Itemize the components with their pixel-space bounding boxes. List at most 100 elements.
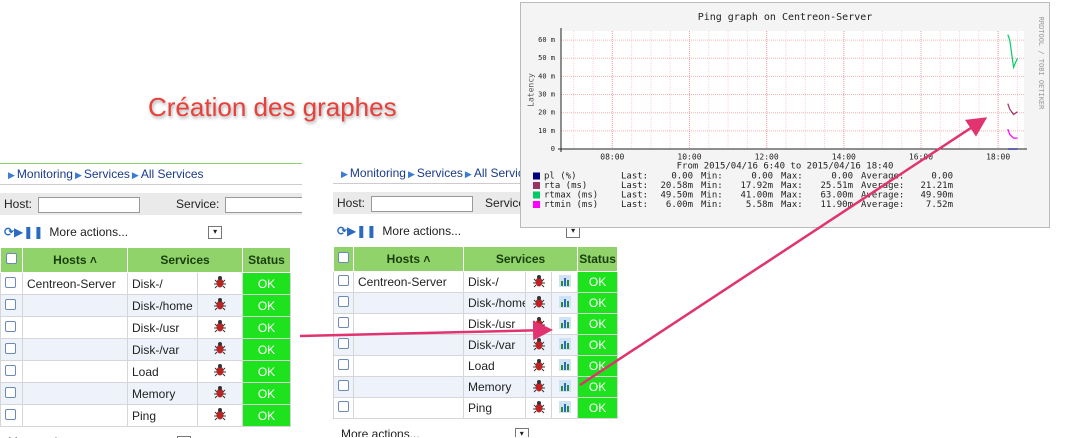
ping-graph: Ping graph on Centreon-Server Latency RRDT… bbox=[520, 2, 1050, 228]
row-checkbox[interactable] bbox=[333, 313, 354, 335]
service-row: Disk-/home OK bbox=[0, 294, 292, 317]
row-checkbox[interactable] bbox=[333, 397, 354, 419]
legend-swatch bbox=[533, 201, 540, 208]
service-row: Memory OK bbox=[0, 382, 292, 405]
row-checkbox[interactable] bbox=[0, 382, 23, 405]
host-cell bbox=[353, 292, 464, 314]
graph-icon[interactable] bbox=[550, 355, 579, 377]
select-arrow[interactable]: ▾ bbox=[208, 226, 223, 240]
service-input[interactable] bbox=[225, 196, 302, 213]
more-actions[interactable]: More actions... bbox=[49, 225, 129, 239]
row-checkbox[interactable] bbox=[0, 316, 23, 339]
service-cell[interactable]: Disk-/ bbox=[127, 272, 198, 295]
service-label: Service: bbox=[485, 196, 529, 210]
action-icons[interactable]: ⟳▶❚❚ bbox=[337, 224, 377, 238]
bug-icon bbox=[525, 334, 552, 356]
service-row: Memory OK bbox=[333, 376, 619, 398]
breadcrumb-item[interactable]: Services bbox=[416, 166, 463, 180]
host-cell bbox=[22, 316, 128, 339]
status-cell: OK bbox=[577, 355, 619, 377]
status-header[interactable]: Status bbox=[577, 246, 619, 272]
services-header[interactable]: Services bbox=[126, 247, 244, 273]
row-checkbox[interactable] bbox=[0, 404, 23, 427]
select-all[interactable] bbox=[333, 246, 354, 272]
bug-icon bbox=[196, 338, 244, 361]
host-cell bbox=[353, 397, 464, 419]
row-checkbox[interactable] bbox=[0, 272, 23, 295]
service-cell[interactable]: Disk-/var bbox=[127, 338, 198, 361]
service-cell[interactable]: Disk-/usr bbox=[127, 316, 198, 339]
legend-column: Max: bbox=[781, 191, 803, 201]
host-input[interactable] bbox=[371, 195, 474, 212]
service-cell[interactable]: Memory bbox=[127, 382, 198, 405]
legend-column: Min: bbox=[701, 200, 723, 210]
legend-column: Max: bbox=[781, 172, 803, 182]
breadcrumb-item[interactable]: Services bbox=[83, 167, 130, 181]
status-cell: OK bbox=[577, 271, 619, 293]
graph-icon[interactable] bbox=[550, 376, 579, 398]
service-cell[interactable]: Load bbox=[127, 360, 198, 383]
status-cell: OK bbox=[577, 334, 619, 356]
breadcrumb-item[interactable]: All Services bbox=[140, 167, 204, 181]
service-row: Disk-/home OK bbox=[333, 292, 619, 314]
action-icons[interactable]: ⟳▶❚❚ bbox=[4, 225, 44, 239]
service-cell[interactable]: Disk-/home bbox=[127, 294, 198, 317]
legend-name: pl (%) bbox=[544, 172, 577, 182]
hosts-header[interactable]: Hosts ˄ bbox=[22, 247, 128, 273]
legend-swatch bbox=[533, 191, 540, 199]
select-arrow[interactable]: ▾ bbox=[514, 428, 529, 437]
series-line bbox=[1007, 103, 1018, 116]
row-checkbox[interactable] bbox=[333, 334, 354, 356]
y-tick-label: 60 m bbox=[538, 36, 555, 44]
row-checkbox[interactable] bbox=[0, 338, 23, 361]
y-tick-label: 0 bbox=[551, 145, 555, 153]
service-cell[interactable]: Disk-/var bbox=[463, 334, 526, 356]
service-cell[interactable]: Disk-/ bbox=[463, 271, 526, 293]
service-cell[interactable]: Disk-/home bbox=[463, 292, 526, 314]
legend-stat: 49.50m bbox=[660, 191, 693, 201]
service-cell[interactable]: Load bbox=[463, 355, 526, 377]
select-all[interactable] bbox=[0, 247, 23, 273]
legend-name: rta (ms) bbox=[544, 181, 587, 191]
more-actions[interactable]: More actions... bbox=[341, 427, 420, 437]
breadcrumb-item[interactable]: Monitoring bbox=[349, 166, 406, 180]
legend-name: rtmax (ms) bbox=[544, 191, 598, 201]
graph-icon[interactable] bbox=[550, 397, 579, 419]
service-cell[interactable]: Memory bbox=[463, 376, 526, 398]
legend-column: Min: bbox=[701, 191, 723, 201]
graph-icon[interactable] bbox=[550, 292, 579, 314]
legend-column: Max: bbox=[781, 200, 803, 210]
row-checkbox[interactable] bbox=[333, 271, 354, 293]
legend-name: rtmin (ms) bbox=[544, 200, 598, 210]
x-tick-label: 16:00 bbox=[909, 153, 933, 162]
graph-icon[interactable] bbox=[550, 334, 579, 356]
row-checkbox[interactable] bbox=[333, 355, 354, 377]
row-checkbox[interactable] bbox=[0, 360, 23, 383]
breadcrumb-item[interactable]: Monitoring bbox=[16, 167, 73, 181]
host-cell bbox=[353, 355, 464, 377]
host-cell bbox=[22, 404, 128, 427]
more-actions[interactable]: More actions... bbox=[382, 224, 462, 238]
y-axis-label: Latency bbox=[527, 73, 536, 107]
legend-swatch bbox=[533, 172, 540, 180]
side-label: RRDTOOL / TOBI OETIKER bbox=[1037, 17, 1045, 111]
status-cell: OK bbox=[242, 404, 292, 427]
breadcrumb: ▶ Monitoring ▶ Services ▶ All Services bbox=[0, 164, 302, 185]
service-cell[interactable]: Disk-/usr bbox=[463, 313, 526, 335]
services-table: Hosts ˄ Services Status Centreon-Server Disk… bbox=[333, 246, 619, 419]
service-row: Ping OK bbox=[333, 397, 619, 419]
bug-icon bbox=[196, 316, 244, 339]
services-header[interactable]: Services bbox=[462, 246, 579, 272]
row-checkbox[interactable] bbox=[333, 376, 354, 398]
service-cell[interactable]: Ping bbox=[127, 404, 198, 427]
status-header[interactable]: Status bbox=[242, 247, 292, 273]
service-cell[interactable]: Ping bbox=[463, 397, 526, 419]
host-label: Host: bbox=[337, 196, 366, 210]
hosts-header[interactable]: Hosts ˄ bbox=[353, 246, 464, 272]
graph-icon[interactable] bbox=[550, 271, 579, 293]
graph-icon[interactable] bbox=[550, 313, 579, 335]
row-checkbox[interactable] bbox=[0, 294, 23, 317]
row-checkbox[interactable] bbox=[333, 292, 354, 314]
host-cell bbox=[353, 313, 464, 335]
host-input[interactable] bbox=[38, 196, 141, 213]
